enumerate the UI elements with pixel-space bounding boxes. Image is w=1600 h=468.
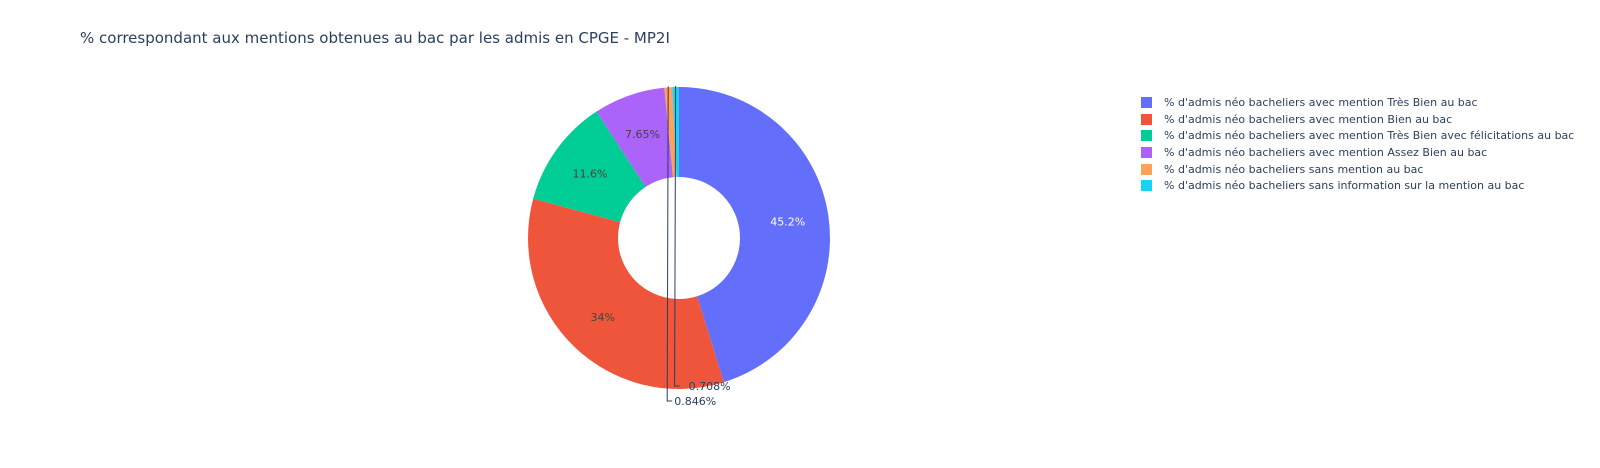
legend: % d'admis néo bacheliers avec mention Tr…	[1141, 94, 1574, 194]
slice-label: 7.65%	[625, 128, 660, 141]
legend-item[interactable]: % d'admis néo bacheliers sans informatio…	[1141, 177, 1574, 194]
legend-label: % d'admis néo bacheliers avec mention Tr…	[1164, 95, 1478, 109]
leader-line	[674, 86, 680, 387]
legend-swatch	[1141, 130, 1152, 142]
leader-lines	[666, 86, 680, 402]
slice-labels: 45.2% 34% 11.6% 7.65% 0.846% 0.708%	[573, 128, 806, 408]
slice-label: 0.846%	[674, 395, 716, 408]
slice-label: 11.6%	[573, 167, 608, 180]
legend-item[interactable]: % d'admis néo bacheliers avec mention As…	[1141, 144, 1574, 161]
pie-slice[interactable]	[533, 111, 646, 223]
leader-line	[666, 86, 673, 402]
legend-swatch	[1141, 146, 1152, 158]
slices	[528, 87, 830, 389]
legend-label: % d'admis néo bacheliers avec mention Tr…	[1164, 129, 1575, 143]
chart-title: % correspondant aux mentions obtenues au…	[80, 29, 670, 47]
legend-label: % d'admis néo bacheliers avec mention As…	[1164, 145, 1488, 159]
legend-item[interactable]: % d'admis néo bacheliers avec mention Tr…	[1141, 127, 1574, 144]
pie-slice[interactable]	[664, 87, 677, 178]
legend-label: % d'admis néo bacheliers sans informatio…	[1164, 179, 1525, 193]
slice-label: 34%	[590, 311, 614, 324]
legend-swatch	[1141, 180, 1152, 192]
pie-slice[interactable]	[528, 198, 724, 389]
pie-slice[interactable]	[679, 87, 830, 383]
legend-label: % d'admis néo bacheliers avec mention Bi…	[1164, 112, 1453, 126]
legend-label: % d'admis néo bacheliers sans mention au…	[1164, 162, 1424, 176]
legend-item[interactable]: % d'admis néo bacheliers avec mention Tr…	[1141, 94, 1574, 111]
legend-item[interactable]: % d'admis néo bacheliers avec mention Bi…	[1141, 111, 1574, 128]
legend-item[interactable]: % d'admis néo bacheliers sans mention au…	[1141, 161, 1574, 178]
legend-swatch	[1141, 163, 1152, 175]
slice-label: 45.2%	[770, 215, 805, 228]
legend-swatch	[1141, 96, 1152, 108]
slice-label: 0.708%	[689, 380, 731, 393]
pie-slice[interactable]	[596, 87, 674, 187]
legend-swatch	[1141, 113, 1152, 125]
